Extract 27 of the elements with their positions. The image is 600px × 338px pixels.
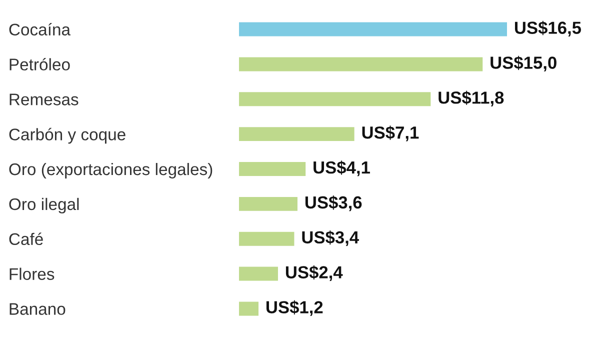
bar	[239, 57, 483, 72]
bar	[239, 22, 507, 36]
y-tick-label: Café	[9, 232, 43, 246]
bar	[239, 127, 354, 142]
y-tick-label: Petróleo	[10, 58, 70, 70]
y-tick-label: Oro (exportaciones legales)	[9, 162, 212, 178]
data-label: US$16,5	[514, 20, 582, 36]
y-tick-label: Carbón y coque	[9, 128, 126, 144]
bar	[239, 92, 431, 106]
data-label: US$3,4	[302, 230, 359, 246]
y-tick-label: Oro ilegal	[9, 198, 79, 214]
bar	[239, 266, 278, 281]
y-tick-label: Cocaína	[9, 23, 71, 36]
y-tick-label: Flores	[10, 268, 54, 280]
bar	[239, 302, 258, 316]
data-label: US$11,8	[438, 90, 504, 106]
data-label: US$7,1	[362, 126, 419, 142]
data-label: US$1,2	[266, 300, 323, 316]
y-tick-label: Remesas	[10, 94, 78, 106]
data-label: US$4,1	[314, 160, 370, 176]
bar	[239, 196, 298, 211]
y-tick-label: Banano	[10, 303, 66, 315]
bar	[239, 232, 294, 246]
bar	[239, 162, 306, 176]
data-label: US$2,4	[286, 265, 343, 281]
data-label: US$15,0	[490, 56, 556, 72]
data-label: US$3,6	[305, 196, 362, 212]
